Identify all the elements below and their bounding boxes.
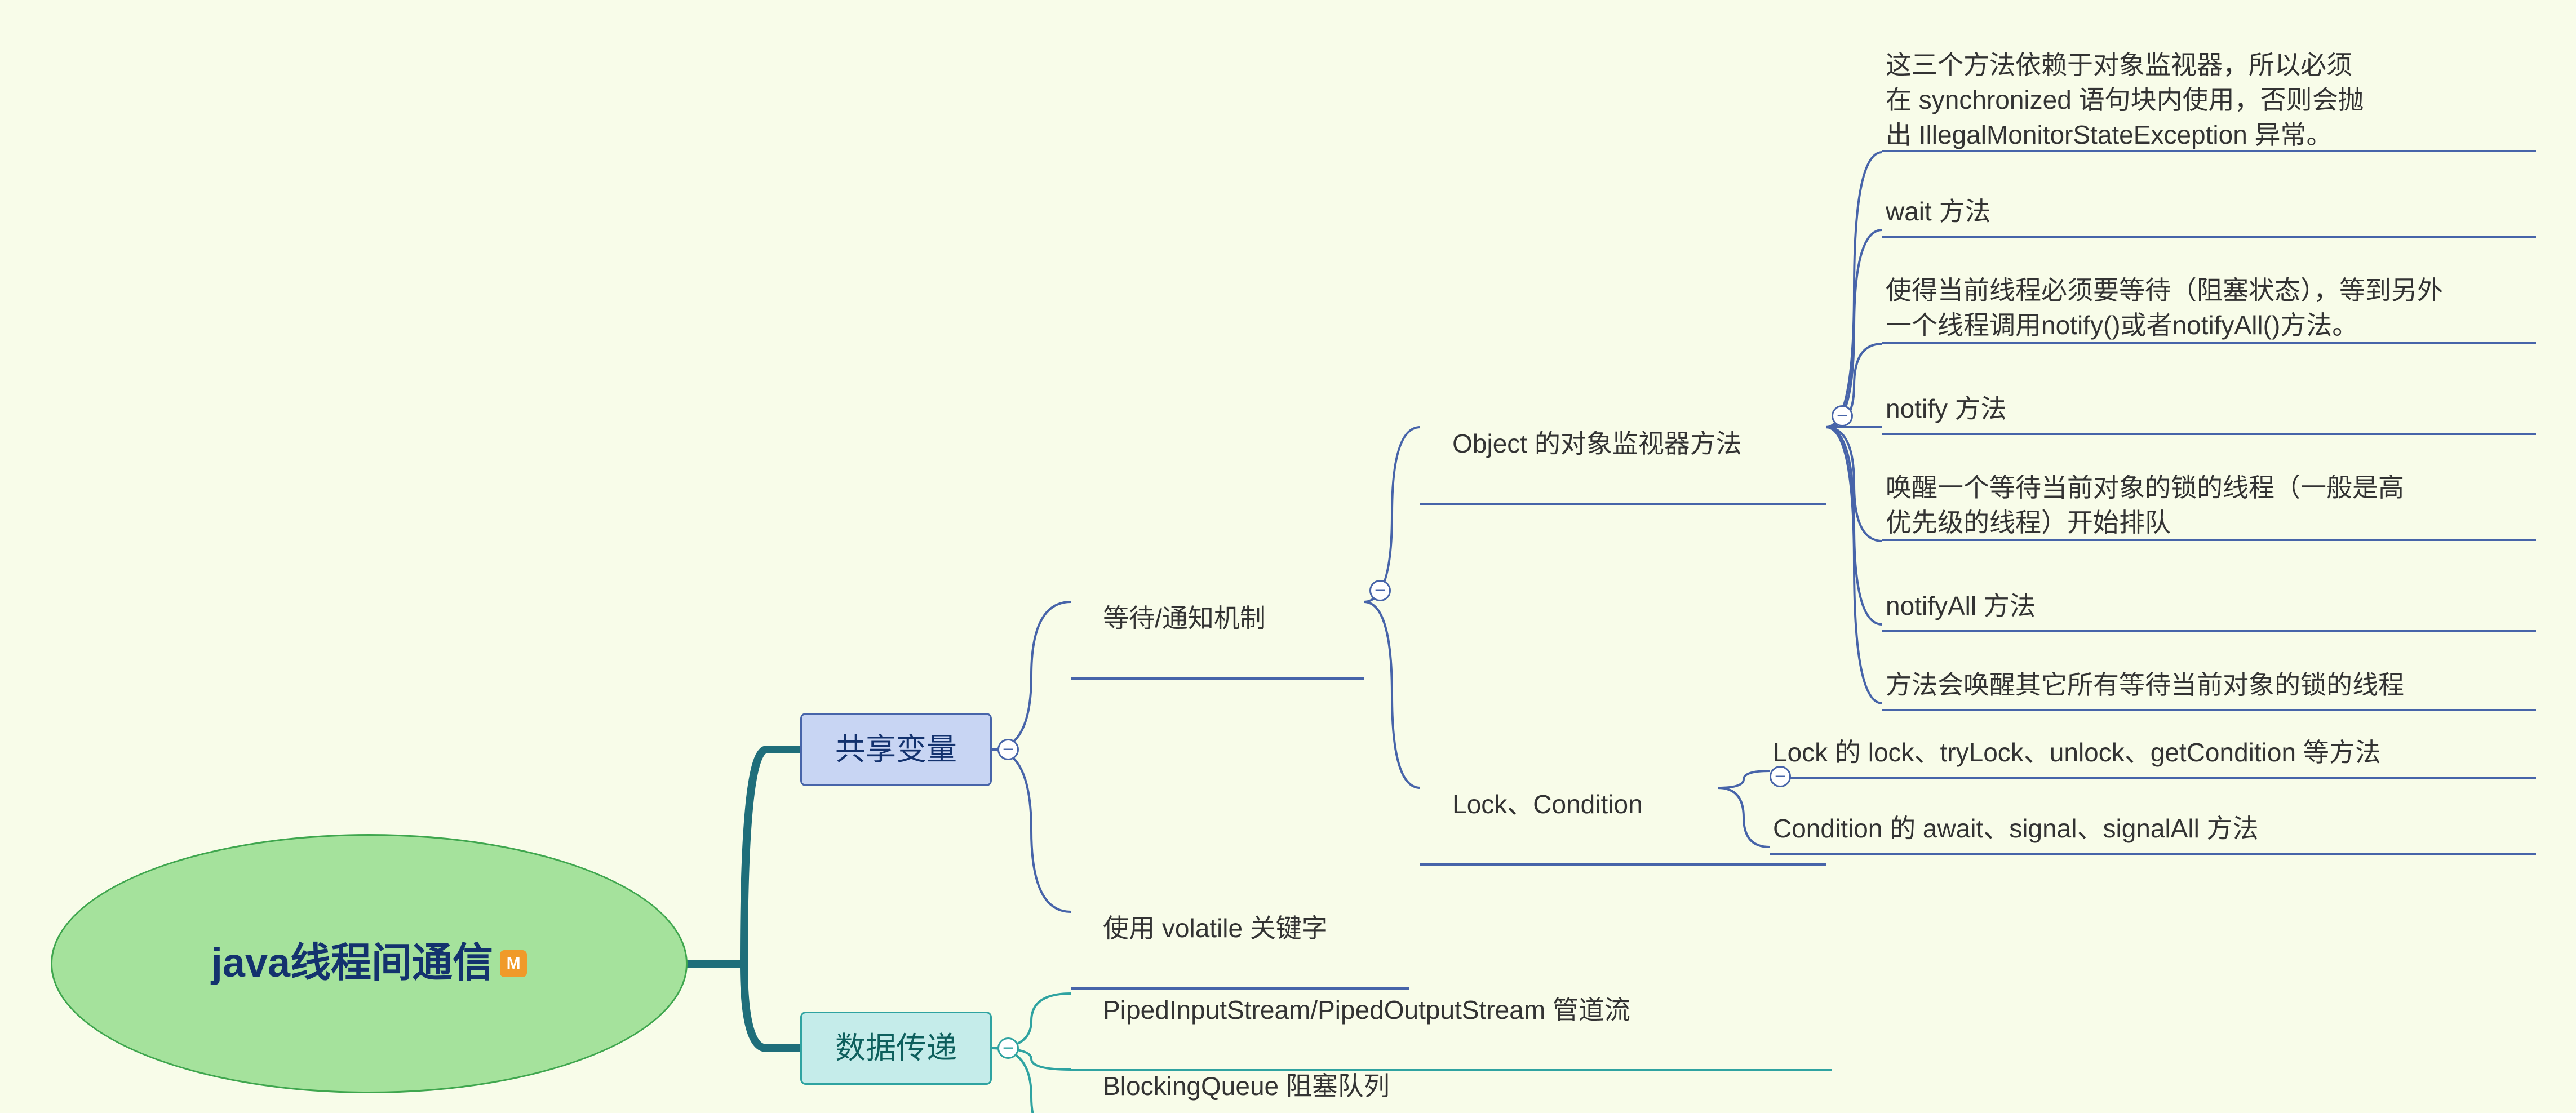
leaf-text: 使得当前线程必须要等待（阻塞状态），等到另外 一个线程调用notify()或者n… bbox=[1886, 276, 2443, 340]
leaf-text: 方法会唤醒其它所有等待当前对象的锁的线程 bbox=[1886, 670, 2404, 699]
leaf-notify[interactable]: notify 方法 bbox=[1882, 389, 2536, 435]
collapse-toggle[interactable]: − bbox=[997, 1037, 1019, 1059]
leaf-text: 唤醒一个等待当前对象的锁的线程（一般是高 优先级的线程）开始排队 bbox=[1886, 473, 2404, 537]
node-label: Lock、Condition bbox=[1452, 790, 1643, 819]
node-object-monitor[interactable]: Object 的对象监视器方法 bbox=[1420, 389, 1826, 505]
collapse-toggle[interactable]: − bbox=[997, 739, 1019, 760]
node-label: Object 的对象监视器方法 bbox=[1452, 429, 1742, 458]
leaf-text: wait 方法 bbox=[1886, 197, 1991, 226]
collapse-toggle[interactable]: − bbox=[1369, 580, 1391, 601]
leaf-lock-methods[interactable]: Lock 的 lock、tryLock、unlock、getCondition … bbox=[1770, 733, 2536, 779]
leaf-notifyall-desc[interactable]: 方法会唤醒其它所有等待当前对象的锁的线程 bbox=[1882, 665, 2536, 711]
leaf-monitor-note[interactable]: 这三个方法依赖于对象监视器，所以必须 在 synchronized 语句块内使用… bbox=[1882, 45, 2536, 152]
node-wait-notify[interactable]: 等待/通知机制 bbox=[1071, 564, 1364, 680]
collapse-toggle[interactable]: − bbox=[1770, 766, 1791, 787]
leaf-notify-desc[interactable]: 唤醒一个等待当前对象的锁的线程（一般是高 优先级的线程）开始排队 bbox=[1882, 468, 2536, 541]
node-label: PipedInputStream/PipedOutputStream 管道流 bbox=[1103, 995, 1630, 1025]
node-label: 使用 volatile 关键字 bbox=[1103, 914, 1328, 943]
node-label: 共享变量 bbox=[835, 729, 957, 770]
leaf-text: notifyAll 方法 bbox=[1886, 591, 2036, 620]
root-node[interactable]: java线程间通信 M bbox=[51, 834, 688, 1093]
node-data-transfer[interactable]: 数据传递 bbox=[800, 1012, 992, 1085]
node-label: 等待/通知机制 bbox=[1103, 604, 1266, 633]
root-label: java线程间通信 bbox=[211, 936, 493, 991]
node-label: BlockingQueue 阻塞队列 bbox=[1103, 1071, 1390, 1101]
leaf-text: Condition 的 await、signal、signalAll 方法 bbox=[1773, 814, 2259, 843]
leaf-text: 这三个方法依赖于对象监视器，所以必须 在 synchronized 语句块内使用… bbox=[1886, 50, 2364, 149]
leaf-text: Lock 的 lock、tryLock、unlock、getCondition … bbox=[1773, 738, 2381, 767]
mindmap-canvas: java线程间通信 M 共享变量 数据传递 等待/通知机制 使用 volatil… bbox=[0, 0, 2576, 1113]
node-blocking-queue[interactable]: BlockingQueue 阻塞队列 bbox=[1071, 1031, 1832, 1113]
root-badge: M bbox=[500, 950, 527, 977]
node-shared-variables[interactable]: 共享变量 bbox=[800, 713, 992, 786]
leaf-notifyall[interactable]: notifyAll 方法 bbox=[1882, 586, 2536, 632]
leaf-condition-methods[interactable]: Condition 的 await、signal、signalAll 方法 bbox=[1770, 809, 2536, 855]
collapse-toggle[interactable]: − bbox=[1832, 405, 1853, 427]
node-label: 数据传递 bbox=[835, 1028, 957, 1069]
leaf-wait[interactable]: wait 方法 bbox=[1882, 192, 2536, 238]
leaf-wait-desc[interactable]: 使得当前线程必须要等待（阻塞状态），等到另外 一个线程调用notify()或者n… bbox=[1882, 271, 2536, 344]
node-lock-condition[interactable]: Lock、Condition bbox=[1420, 750, 1826, 866]
node-exchanger[interactable]: Exchanger 交换器 bbox=[1071, 1107, 1832, 1113]
leaf-text: notify 方法 bbox=[1886, 394, 2007, 423]
